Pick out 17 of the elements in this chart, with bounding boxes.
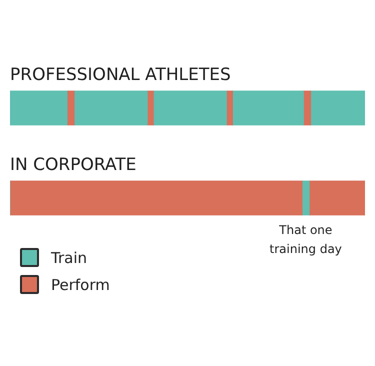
bar	[303, 90, 312, 126]
bar	[147, 90, 154, 126]
bar	[74, 90, 148, 126]
bar	[10, 90, 68, 126]
legend-label: Perform	[51, 276, 110, 294]
legend-label: Train	[51, 248, 87, 266]
bar	[308, 180, 365, 216]
y-tick-label: IN CORPORATE	[10, 155, 136, 175]
bar	[153, 90, 227, 126]
bar	[66, 90, 75, 126]
bar	[302, 180, 310, 216]
y-tick-label: PROFESSIONAL ATHLETES	[10, 65, 231, 85]
bar	[226, 90, 233, 126]
annotation: That one training day	[270, 223, 342, 256]
bar	[232, 90, 304, 126]
bar	[10, 180, 302, 216]
bar	[310, 90, 365, 126]
